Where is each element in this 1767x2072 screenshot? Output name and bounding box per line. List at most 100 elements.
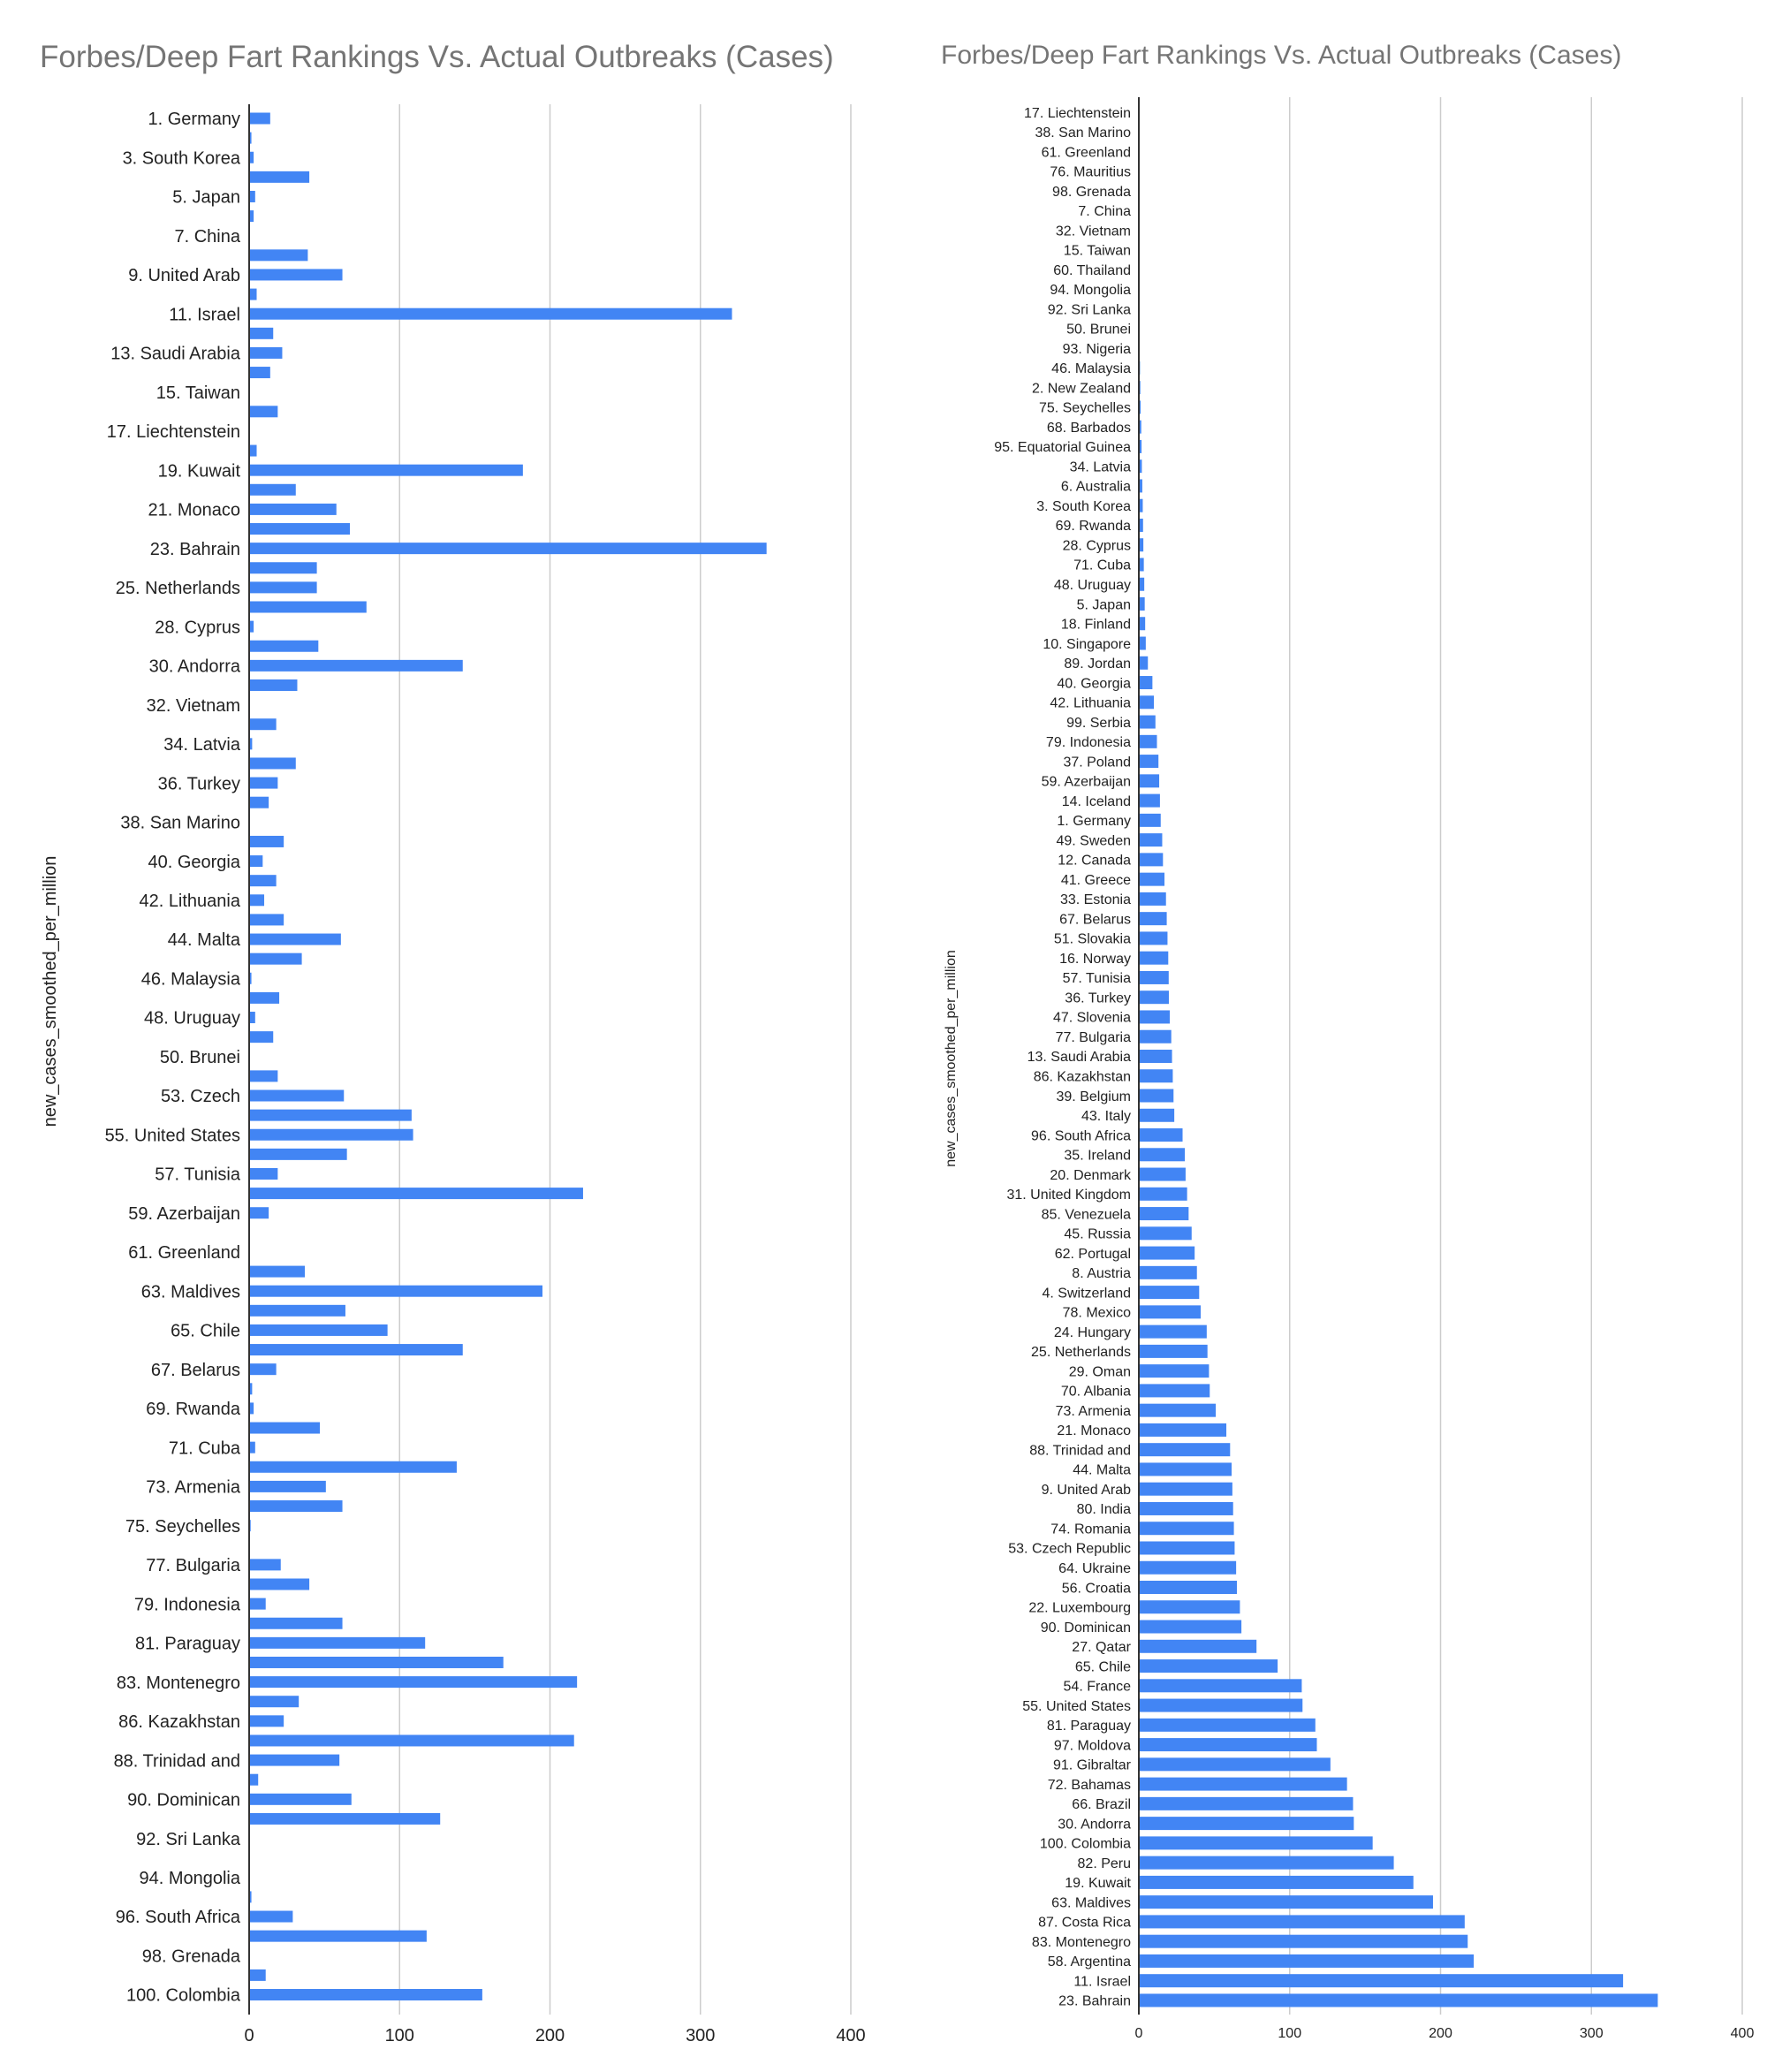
bar <box>1139 1777 1347 1791</box>
category-label: 18. Finland <box>1061 618 1131 633</box>
bar <box>249 1969 266 1981</box>
category-label: 35. Ireland <box>1064 1149 1131 1164</box>
bar <box>249 444 257 457</box>
bar <box>249 1773 259 1786</box>
chart-left: Forbes/Deep Fart Rankings Vs. Actual Out… <box>40 40 866 2045</box>
category-label: 48. Uruguay <box>1054 578 1131 593</box>
bar <box>1139 518 1143 532</box>
bar <box>249 1891 252 1903</box>
category-label: 75. Seychelles <box>1039 401 1131 416</box>
category-label: 47. Slovenia <box>1053 1011 1131 1026</box>
category-label: 81. Paraguay <box>135 1635 240 1654</box>
category-label: 57. Tunisia <box>155 1165 241 1185</box>
bar <box>1139 1817 1354 1831</box>
category-label: 49. Sweden <box>1056 833 1131 848</box>
bar <box>249 1207 269 1219</box>
bar <box>249 991 280 1004</box>
bar <box>249 777 278 789</box>
bar <box>1139 813 1161 827</box>
bar <box>1139 1581 1237 1594</box>
category-label: 42. Lithuania <box>139 892 240 911</box>
category-label: 81. Paraguay <box>1047 1719 1131 1734</box>
bar <box>249 132 252 144</box>
bar <box>249 562 317 574</box>
bar <box>249 1989 482 2001</box>
bar <box>1139 1049 1172 1063</box>
category-label: 7. China <box>1078 204 1131 219</box>
category-label: 100. Colombia <box>1040 1837 1131 1852</box>
bar <box>249 249 308 262</box>
bar <box>249 1265 305 1278</box>
bar <box>249 190 255 202</box>
category-label: 12. Canada <box>1058 854 1131 869</box>
bar <box>249 1578 310 1590</box>
x-tick-label: 300 <box>1580 2026 1604 2041</box>
category-label: 89. Jordan <box>1064 657 1131 672</box>
category-label: 34. Latvia <box>1070 459 1131 474</box>
category-label: 61. Greenland <box>1042 145 1131 160</box>
bar <box>1139 833 1163 847</box>
category-label: 40. Georgia <box>148 853 240 872</box>
category-label: 95. Equatorial Guinea <box>994 440 1131 455</box>
bar <box>1139 1207 1189 1221</box>
category-label: 1. Germany <box>148 110 240 129</box>
x-tick-label: 400 <box>836 2026 865 2045</box>
bar <box>249 1480 326 1492</box>
bar <box>249 581 317 594</box>
category-label: 14. Iceland <box>1062 794 1131 809</box>
bar <box>1139 676 1153 690</box>
bar <box>249 1676 578 1689</box>
category-label: 62. Portugal <box>1055 1247 1131 1262</box>
category-label: 90. Dominican <box>127 1791 240 1810</box>
bar <box>249 738 253 750</box>
x-tick-label: 300 <box>686 2026 715 2045</box>
bar <box>1139 734 1157 748</box>
bar <box>1139 1698 1303 1712</box>
bar <box>1139 1796 1354 1810</box>
bar <box>1139 793 1160 808</box>
bar <box>249 718 277 731</box>
category-label: 92. Sri Lanka <box>1048 302 1131 317</box>
category-label: 13. Saudi Arabia <box>1028 1050 1132 1065</box>
bar <box>249 1148 347 1160</box>
category-label: 33. Estonia <box>1060 892 1131 907</box>
category-label: 72. Bahamas <box>1048 1778 1131 1793</box>
x-tick-label: 0 <box>1135 2026 1143 2041</box>
category-label: 20. Denmark <box>1050 1168 1132 1183</box>
bar <box>249 1167 278 1180</box>
bar <box>1139 1324 1207 1339</box>
bar <box>1139 970 1169 984</box>
bar <box>249 659 463 672</box>
category-label: 68. Barbados <box>1047 421 1131 436</box>
bar <box>249 367 270 379</box>
category-label: 34. Latvia <box>163 735 241 755</box>
category-label: 58. Argentina <box>1048 1954 1131 1970</box>
category-label: 69. Rwanda <box>1056 519 1131 534</box>
category-label: 79. Indonesia <box>134 1595 241 1614</box>
bar <box>1139 1286 1200 1300</box>
bar <box>1139 1089 1174 1103</box>
bar <box>1139 1836 1373 1850</box>
category-label: 56. Croatia <box>1062 1581 1131 1596</box>
bar <box>249 835 284 847</box>
bar <box>1139 636 1146 650</box>
bar <box>249 1031 274 1044</box>
bar <box>249 112 270 125</box>
bar <box>249 1696 300 1708</box>
bar <box>1139 1620 1242 1634</box>
category-label: 27. Qatar <box>1072 1640 1131 1655</box>
category-label: 65. Chile <box>1075 1659 1131 1674</box>
category-label: 44. Malta <box>168 930 241 950</box>
category-label: 1. Germany <box>1057 814 1131 829</box>
bar <box>249 503 337 515</box>
bar <box>249 327 274 339</box>
category-label: 73. Armenia <box>146 1478 241 1498</box>
bar <box>1139 1128 1183 1142</box>
bar <box>1139 951 1169 965</box>
bar <box>1139 1462 1232 1476</box>
bar <box>249 1656 504 1668</box>
chart-right-y-axis-label: new_cases_smoothed_per_million <box>944 950 959 1166</box>
bar <box>249 796 269 808</box>
bar <box>249 1070 278 1082</box>
category-label: 42. Lithuania <box>1050 696 1131 711</box>
